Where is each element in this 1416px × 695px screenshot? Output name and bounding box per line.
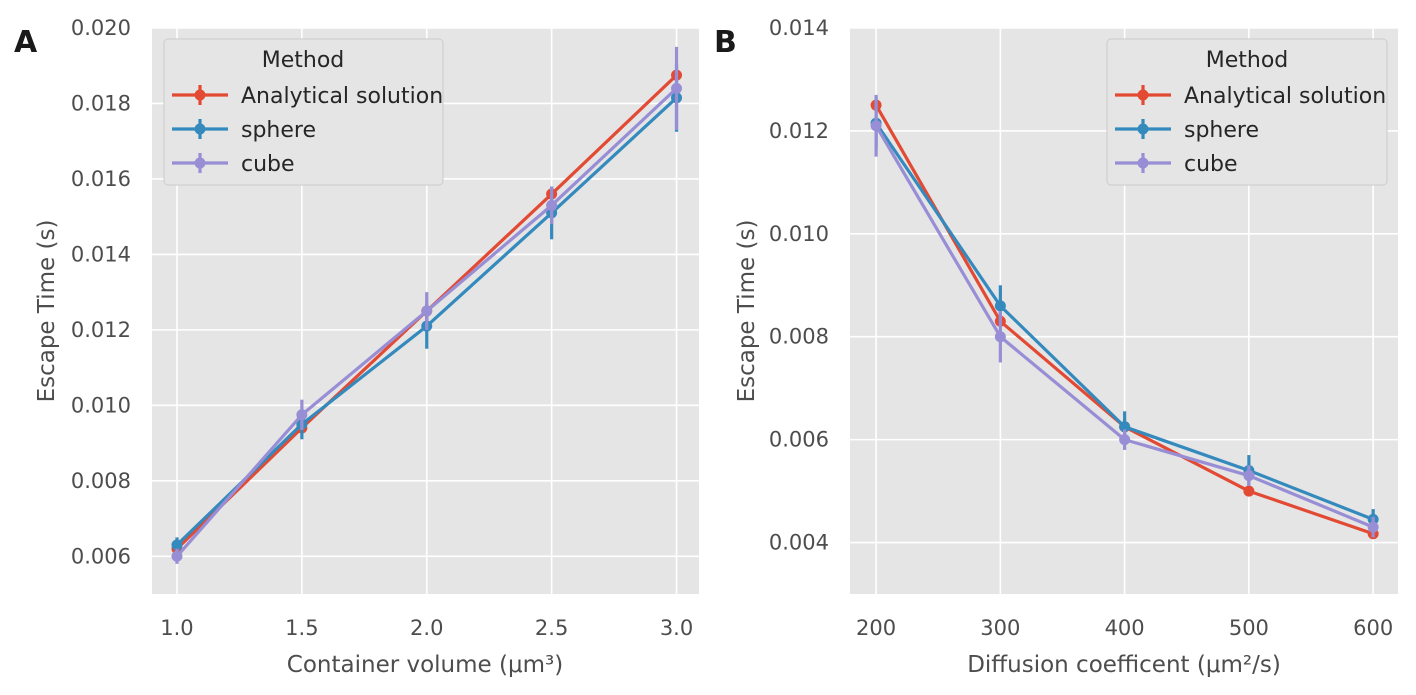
x-tick-label: 3.0: [660, 616, 693, 640]
data-point: [1119, 434, 1131, 446]
x-axis-label-a: Container volume (μm³): [287, 652, 563, 678]
legend-a: Method Analytical solution sphere cube: [163, 38, 444, 186]
y-tick-label: 0.004: [769, 531, 829, 555]
x-axis-label-b: Diffusion coefficent (μm²/s): [967, 652, 1281, 678]
legend-label: Analytical solution: [1184, 84, 1386, 109]
y-tick-label: 0.008: [71, 469, 131, 493]
legend-items-a: Analytical solution sphere cube: [172, 84, 443, 177]
data-point: [296, 409, 308, 421]
x-tick-label: 300: [980, 616, 1020, 640]
legend-box-b: [1106, 38, 1388, 186]
legend-item: sphere: [172, 118, 316, 143]
x-tick-label: 500: [1229, 616, 1269, 640]
x-tick-label: 400: [1105, 616, 1145, 640]
y-tick-label: 0.012: [769, 119, 829, 143]
legend-item: Analytical solution: [172, 84, 443, 109]
panel-a: A 0.0060.0080.0100.0120.0140.0160.0180.0…: [14, 16, 699, 678]
y-tick-label: 0.014: [769, 16, 829, 40]
legend-title-a: Method: [262, 48, 345, 73]
data-point: [1243, 485, 1255, 497]
y-tick-label: 0.010: [769, 222, 829, 246]
data-point: [994, 331, 1006, 343]
legend-marker: [1137, 89, 1149, 101]
x-tick-label: 2.5: [535, 616, 568, 640]
series-b: [870, 94, 1379, 540]
y-tick-label: 0.016: [71, 167, 131, 191]
legend-items-b: Analytical solution sphere cube: [1115, 84, 1386, 177]
data-point: [1119, 421, 1131, 433]
legend-label: sphere: [241, 118, 316, 143]
legend-marker: [194, 157, 206, 169]
y-tick-label: 0.006: [71, 544, 131, 568]
y-tick-label: 0.006: [769, 428, 829, 452]
data-point: [1367, 521, 1379, 533]
y-tick-labels-a: 0.006 0.008 0.010 0.012 0.014 0.016 0.018 0.020: [71, 16, 131, 568]
y-tick-label: 0.010: [71, 393, 131, 417]
data-point: [546, 199, 558, 211]
legend-marker: [1137, 123, 1149, 135]
legend-marker: [194, 89, 206, 101]
legend-label: cube: [1184, 152, 1238, 177]
data-point: [171, 539, 183, 551]
data-point: [671, 82, 683, 94]
y-axis-label-a: Escape Time (s): [34, 220, 60, 403]
y-axis-label-b: Escape Time (s): [734, 220, 760, 403]
x-tick-label: 1.5: [285, 616, 318, 640]
x-tick-labels-b: 200 300 400 500 600: [856, 616, 1393, 640]
series-a: [171, 46, 683, 564]
y-tick-label: 0.020: [71, 16, 131, 40]
panel-letter-b: B: [714, 25, 737, 60]
data-point: [994, 300, 1006, 312]
legend-item: cube: [172, 152, 295, 177]
x-tick-label: 1.0: [160, 616, 193, 640]
y-tick-labels-b: 0.004 0.006 0.008 0.010 0.012 0.014: [769, 16, 829, 555]
legend-title-b: Method: [1206, 48, 1289, 73]
legend-item: Analytical solution: [1115, 84, 1386, 109]
legend-item: cube: [1115, 152, 1238, 177]
y-tick-label: 0.008: [769, 325, 829, 349]
legend-box-a: [163, 38, 444, 186]
x-tick-label: 2.0: [410, 616, 443, 640]
legend-item: sphere: [1115, 118, 1259, 143]
data-point: [171, 550, 183, 562]
legend-label: sphere: [1184, 118, 1259, 143]
x-tick-label: 600: [1353, 616, 1393, 640]
series-cube: [870, 94, 1379, 538]
y-tick-label: 0.012: [71, 318, 131, 342]
panel-b: B 0.004 0.006 0.008 0.010 0.012 0.014 200 300 4…: [714, 16, 1398, 678]
legend-label: cube: [241, 152, 295, 177]
legend-b: Method Analytical solution sphere cube: [1106, 38, 1388, 186]
x-tick-label: 200: [856, 616, 896, 640]
panel-letter-a: A: [14, 25, 38, 60]
y-tick-label: 0.014: [71, 242, 131, 266]
legend-marker: [194, 123, 206, 135]
data-point: [870, 120, 882, 132]
legend-label: Analytical solution: [241, 84, 443, 109]
y-tick-label: 0.018: [71, 91, 131, 115]
x-tick-labels-a: 1.0 1.5 2.0 2.5 3.0: [160, 616, 693, 640]
series-cube: [171, 46, 683, 564]
data-point: [1243, 470, 1255, 482]
legend-marker: [1137, 157, 1149, 169]
data-point: [421, 305, 433, 317]
